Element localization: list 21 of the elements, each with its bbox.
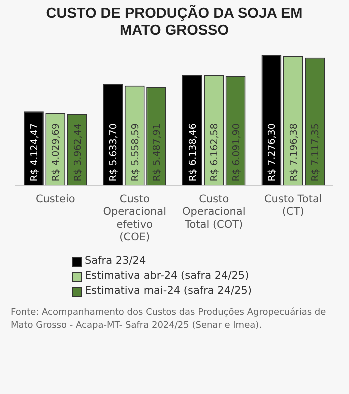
data-label: R$ 6.162,58 <box>210 124 221 182</box>
data-label: R$ 6.138,46 <box>188 124 199 182</box>
data-label: R$ 3.962,44 <box>72 124 84 182</box>
data-label: R$ 7.117,35 <box>310 124 322 182</box>
source-note: Fonte: Acompanhamento dos Custos das Produções Agropecuárias de Mato Grosso - Acapa-MT- Safra 2024/25 (Senar e Imea). <box>11 307 328 332</box>
data-label: R$ 7.196,38 <box>288 124 300 182</box>
data-label: R$ 5.487,91 <box>152 124 164 182</box>
data-label: R$ 7.276,30 <box>267 124 278 182</box>
data-label: R$ 4.029,69 <box>51 124 62 182</box>
x-tick-label: Custo Total (CT) <box>264 194 322 218</box>
x-tick-label: Custo Operacional Total (COT) <box>182 194 246 231</box>
legend-label: Estimativa mai-24 (safra 24/25) <box>85 284 252 299</box>
chart-title: CUSTO DE PRODUÇÃO DA SOJA EM MATO GROSSO <box>45 6 304 40</box>
data-label: R$ 5.558,59 <box>130 124 142 182</box>
data-label: R$ 5.633,70 <box>108 124 120 182</box>
x-tick-label: Custeio <box>36 194 76 206</box>
legend-label: Estimativa abr-24 (safra 24/25) <box>85 269 250 284</box>
x-tick-label: Custo Operacional efetivo (COE) <box>103 194 167 244</box>
legend-label: Safra 23/24 <box>85 254 146 269</box>
data-label: R$ 4.124,47 <box>29 124 40 182</box>
data-label: R$ 6.091,90 <box>231 124 242 182</box>
